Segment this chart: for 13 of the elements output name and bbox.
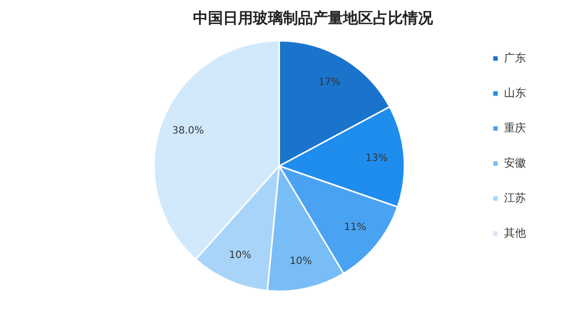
legend-label: 广东: [504, 51, 526, 64]
data-label: 38.0%: [172, 126, 204, 137]
data-label: 13%: [366, 152, 388, 164]
legend-label: 安徽: [504, 156, 526, 170]
data-label: 10%: [290, 256, 312, 267]
data-label: 17%: [318, 76, 341, 88]
legend-label: 其他: [504, 226, 526, 240]
legend-label: 江苏: [504, 191, 526, 204]
legend-label: 重庆: [504, 121, 526, 134]
data-label: 10%: [228, 250, 252, 262]
chart-title: 中国日用玻璃制品产量地区占比情况: [193, 8, 434, 27]
data-label: 11%: [344, 222, 366, 234]
legend-label: 山东: [504, 86, 526, 100]
